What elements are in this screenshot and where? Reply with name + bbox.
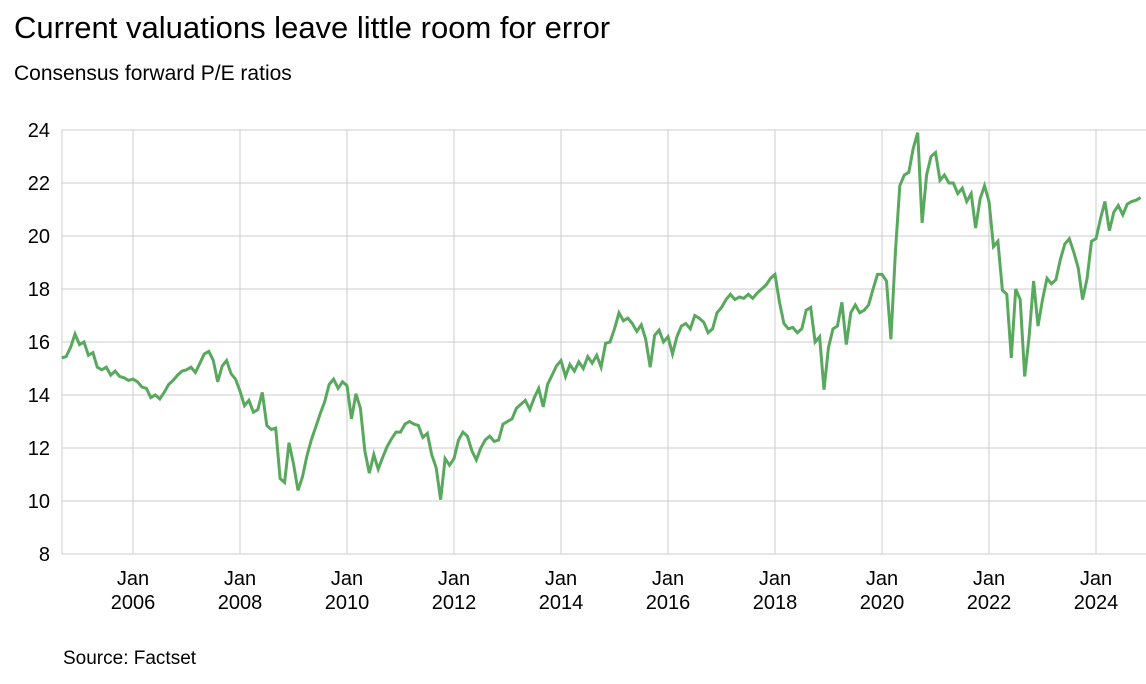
y-axis-tick-label: 14 <box>28 385 50 407</box>
x-axis-tick-label: Jan 2022 <box>967 568 1012 614</box>
y-axis-tick-label: 24 <box>28 120 50 142</box>
y-axis-tick-label: 8 <box>39 544 50 566</box>
chart-subtitle: Consensus forward P/E ratios <box>14 62 292 85</box>
x-axis-tick-label: Jan 2016 <box>646 568 691 614</box>
x-axis-tick-label: Jan 2018 <box>753 568 798 614</box>
y-axis-tick-label: 16 <box>28 332 50 354</box>
y-axis-tick-label: 18 <box>28 279 50 301</box>
y-axis-tick-label: 10 <box>28 491 50 513</box>
x-axis-tick-label: Jan 2024 <box>1074 568 1119 614</box>
x-axis-tick-label: Jan 2010 <box>325 568 370 614</box>
y-axis-tick-label: 12 <box>28 438 50 460</box>
x-axis-tick-label: Jan 2020 <box>860 568 905 614</box>
x-axis-tick-label: Jan 2012 <box>432 568 477 614</box>
y-axis-tick-label: 20 <box>28 226 50 248</box>
x-axis-tick-label: Jan 2008 <box>218 568 263 614</box>
chart-title: Current valuations leave little room for… <box>14 10 611 45</box>
x-axis-tick-label: Jan 2006 <box>111 568 156 614</box>
y-axis-tick-label: 22 <box>28 173 50 195</box>
x-axis-tick-label: Jan 2014 <box>539 568 584 614</box>
source-note: Source: Factset <box>63 648 197 669</box>
pe-ratio-series-line <box>61 132 1142 500</box>
